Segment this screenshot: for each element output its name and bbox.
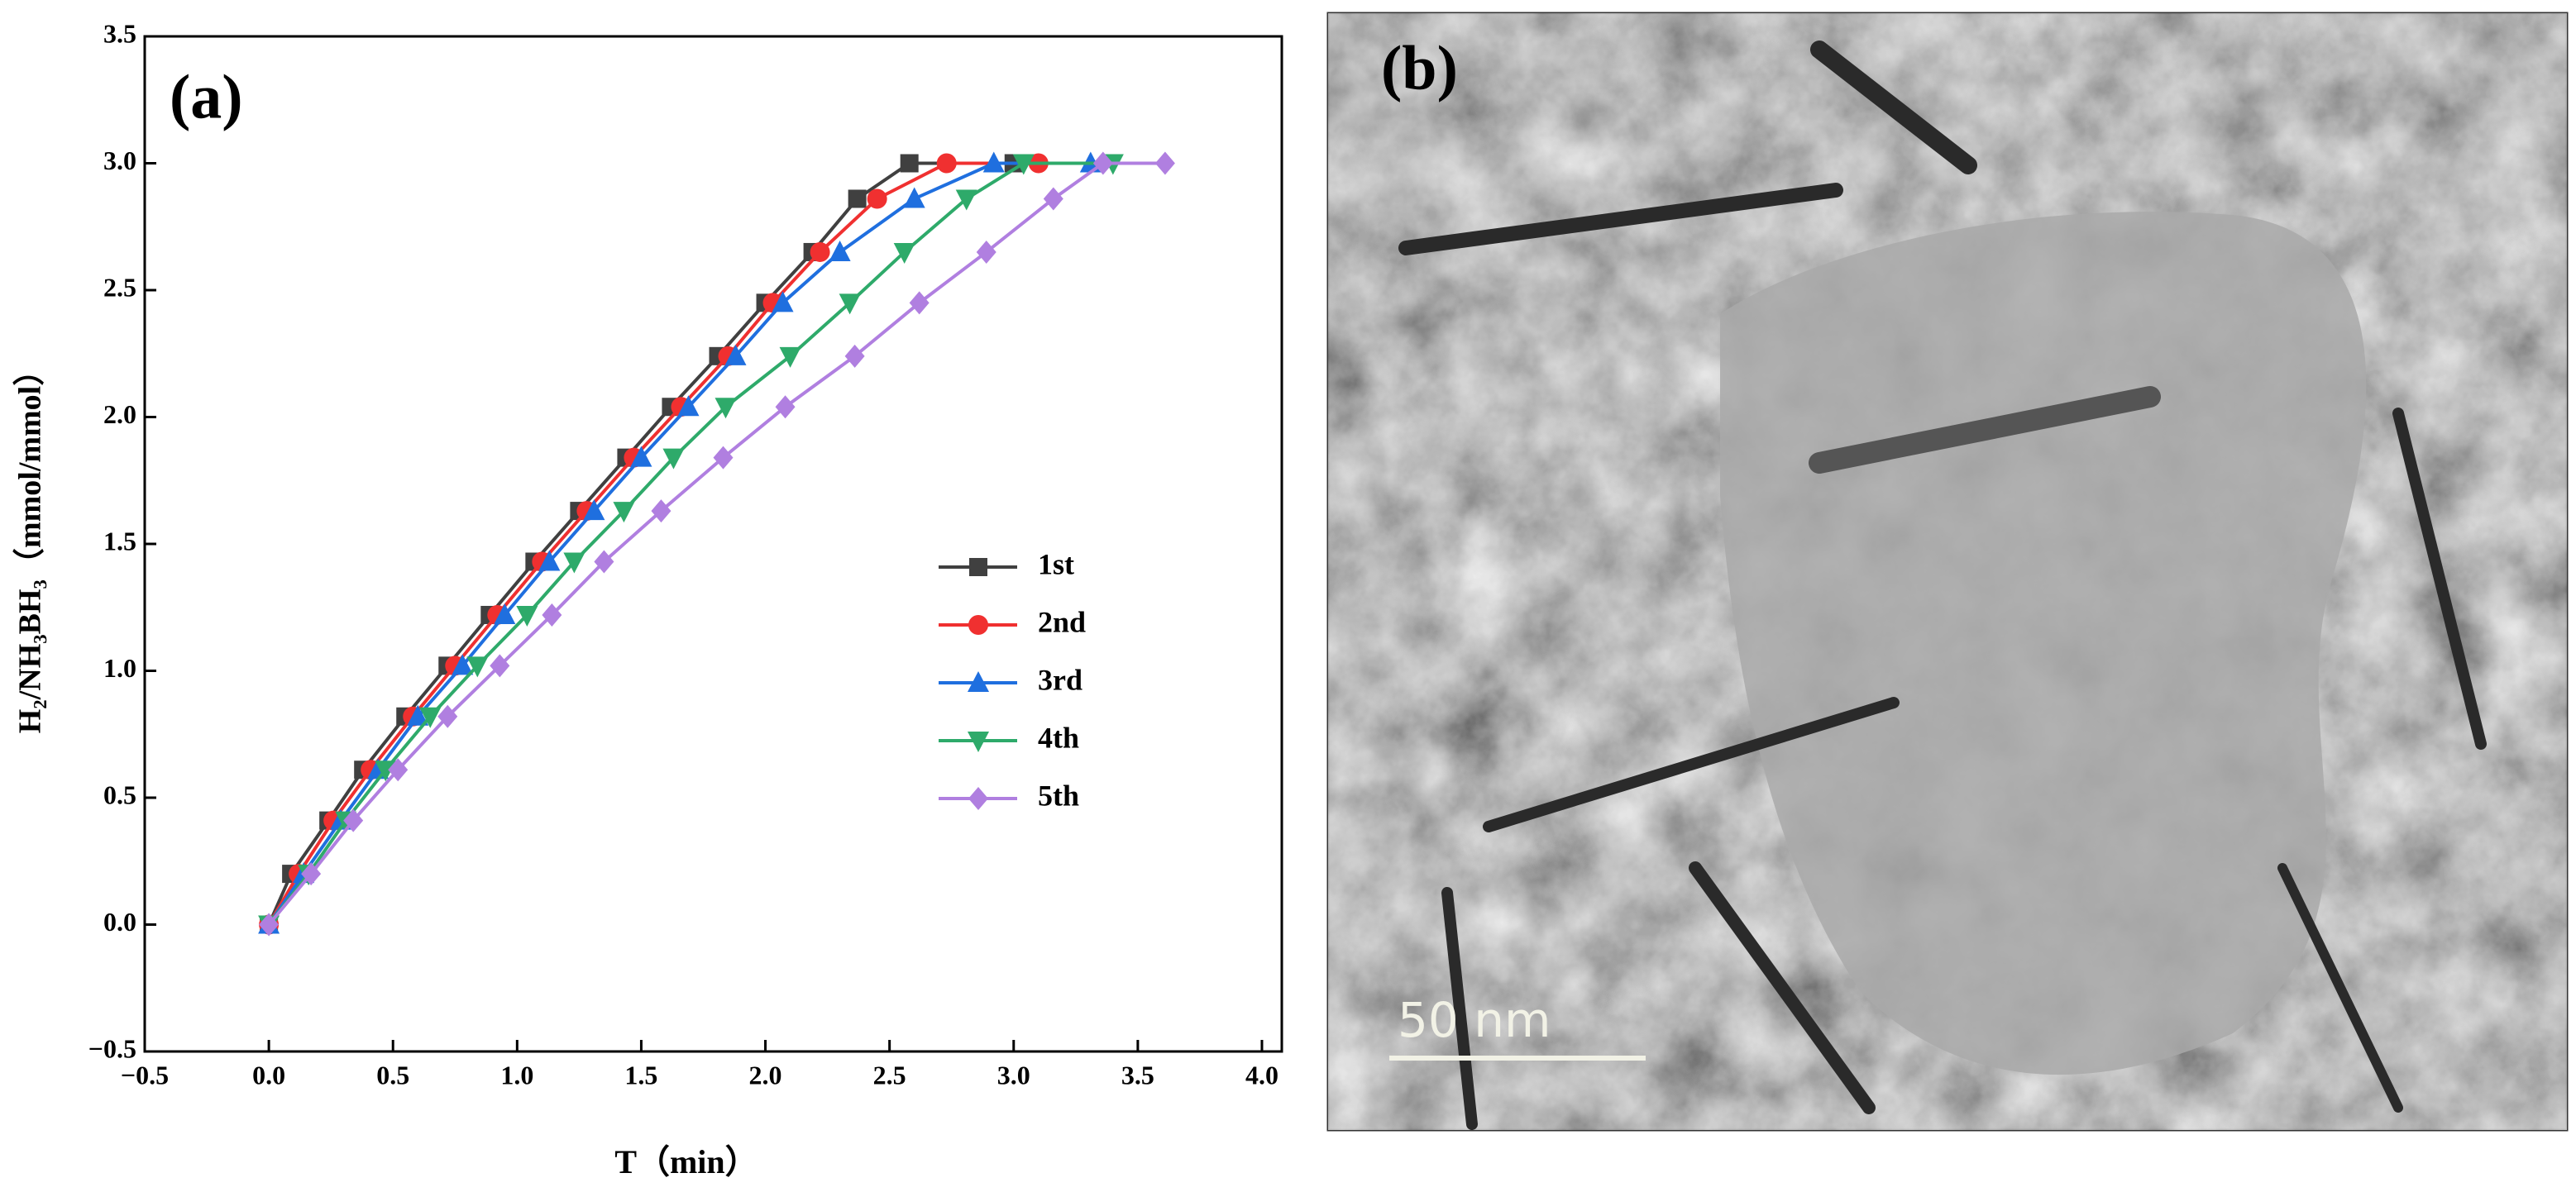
marker: [909, 291, 930, 315]
legend-marker: [968, 732, 989, 752]
marker: [407, 704, 429, 726]
marker: [893, 242, 915, 264]
marker: [343, 808, 364, 832]
marker: [651, 499, 671, 523]
marker: [388, 758, 409, 782]
marker: [542, 603, 562, 627]
marker: [563, 552, 585, 574]
marker: [1154, 151, 1175, 175]
marker: [662, 448, 685, 470]
marker: [490, 654, 510, 678]
marker: [419, 707, 442, 728]
marker: [810, 241, 830, 262]
marker: [724, 344, 747, 365]
marker: [677, 395, 700, 417]
legend-label: 1st: [1038, 547, 1074, 580]
plot-frame: [143, 35, 1283, 1053]
y-tick-label: 1.5: [103, 526, 136, 555]
marker: [900, 154, 919, 173]
marker: [259, 913, 280, 937]
marker: [976, 240, 996, 264]
x-axis-label: T（min）: [614, 1143, 758, 1180]
x-tick-label: 0.5: [376, 1060, 409, 1089]
panel-label: (a): [170, 62, 243, 131]
marker: [955, 189, 977, 211]
x-tick-label: 4.0: [1245, 1060, 1278, 1089]
series-line: [267, 161, 1091, 926]
x-tick-label: 1.0: [500, 1060, 533, 1089]
marker: [772, 291, 794, 312]
x-tick-label: 3.5: [1121, 1060, 1154, 1089]
marker: [844, 344, 865, 368]
series-line: [267, 161, 1165, 926]
marker: [775, 395, 796, 419]
marker: [848, 189, 867, 208]
marker: [613, 502, 635, 523]
marker: [466, 656, 489, 678]
marker: [982, 151, 1005, 173]
marker: [301, 862, 322, 886]
legend-label: 2nd: [1038, 605, 1086, 638]
y-tick-label: 0.0: [103, 907, 136, 937]
marker: [494, 603, 516, 624]
legend-marker: [968, 615, 988, 635]
y-tick-label: 3.0: [103, 145, 136, 175]
marker: [1092, 151, 1113, 175]
marker: [452, 654, 474, 675]
y-tick-label: 3.5: [103, 18, 136, 48]
scale-bar-label: 50 nm: [1398, 992, 1551, 1048]
marker: [1012, 154, 1035, 175]
x-tick-label: 2.5: [873, 1060, 906, 1089]
legend-marker: [968, 671, 989, 692]
series-line: [267, 161, 1014, 926]
legend-label: 5th: [1038, 779, 1079, 812]
y-tick-label: 2.0: [103, 399, 136, 429]
y-axis-label: H₂/NH₃BH₃（mmol/mmol）: [13, 355, 48, 734]
x-tick-label: 1.5: [624, 1060, 657, 1089]
marker: [714, 398, 737, 419]
marker: [583, 499, 605, 521]
marker: [1043, 187, 1063, 211]
marker: [437, 704, 458, 728]
nanotubes: [1398, 41, 2487, 1130]
y-tick-label: 2.5: [103, 272, 136, 302]
marker: [538, 550, 561, 571]
marker: [903, 187, 925, 208]
legend-marker: [969, 558, 987, 576]
marker: [375, 760, 397, 782]
y-tick-label: 0.5: [103, 780, 136, 809]
marker: [829, 240, 851, 261]
legend-label: 3rd: [1038, 663, 1082, 696]
marker: [713, 446, 734, 470]
background-region: [1720, 212, 2367, 1075]
x-tick-label: −0.5: [121, 1060, 169, 1089]
marker: [594, 550, 614, 574]
marker: [516, 605, 538, 627]
panel-label: (b): [1381, 33, 1458, 103]
series-line: [267, 161, 1039, 926]
series-line: [267, 161, 1113, 926]
legend-marker: [968, 787, 988, 810]
tem-image-panel: (b) 50 nm: [1326, 12, 2569, 1132]
marker: [936, 153, 957, 174]
marker: [839, 293, 861, 315]
marker: [779, 346, 801, 368]
y-tick-label: −0.5: [88, 1033, 136, 1063]
marker: [630, 446, 652, 467]
y-tick-label: 1.0: [103, 653, 136, 683]
x-tick-label: 0.0: [252, 1060, 285, 1089]
legend-label: 4th: [1038, 721, 1079, 754]
x-tick-label: 2.0: [749, 1060, 782, 1089]
x-tick-label: 3.0: [997, 1060, 1030, 1089]
chart: (a) T（min） H₂/NH₃BH₃（mmol/mmol） −0.5 0.0 0…: [13, 18, 1283, 1180]
marker: [867, 188, 887, 209]
